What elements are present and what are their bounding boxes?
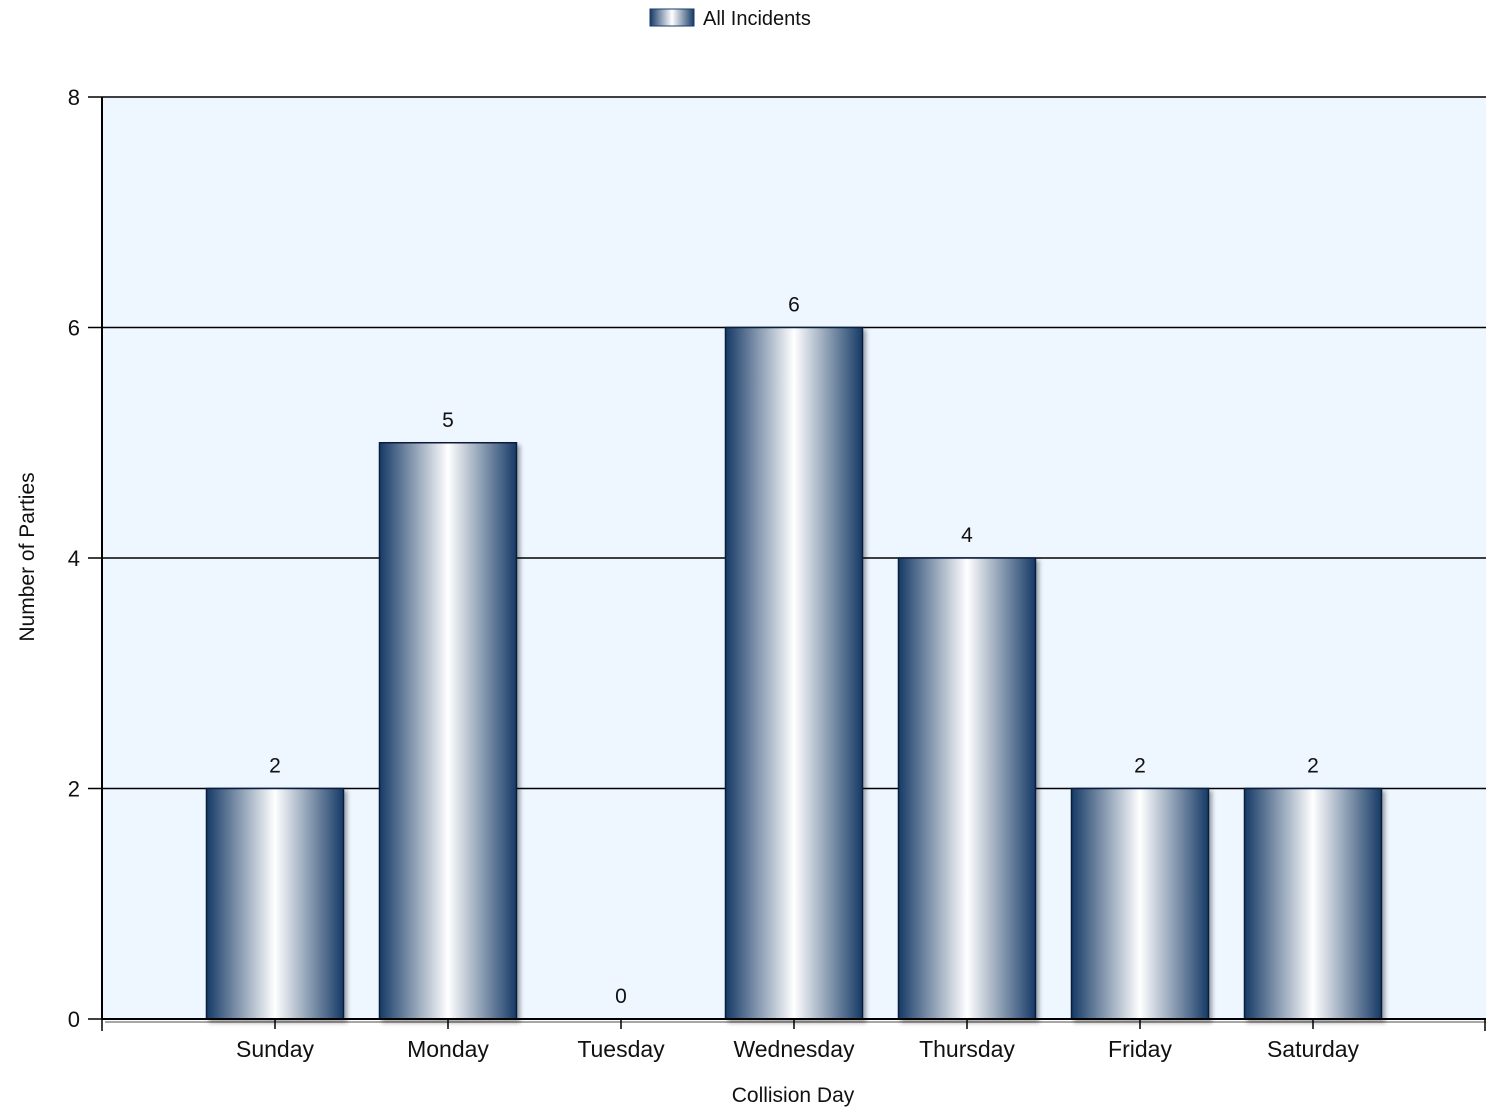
legend-label: All Incidents xyxy=(703,8,811,30)
bar xyxy=(378,442,518,1020)
x-tick-label: Sunday xyxy=(236,1036,315,1062)
bar xyxy=(724,326,864,1020)
x-tick-label: Friday xyxy=(1108,1036,1172,1062)
x-tick-label: Thursday xyxy=(919,1036,1015,1062)
bars xyxy=(205,326,1383,1020)
data-label: 0 xyxy=(615,985,627,1008)
legend: All Incidents xyxy=(649,8,811,30)
y-tick-label: 8 xyxy=(68,85,80,110)
bar xyxy=(1070,787,1210,1020)
y-tick-label: 2 xyxy=(68,777,80,802)
y-axis-title: Number of Parties xyxy=(16,472,39,641)
x-tick-label: Saturday xyxy=(1267,1036,1360,1062)
data-label: 4 xyxy=(961,524,973,547)
y-tick-label: 4 xyxy=(68,546,80,571)
y-tick-label: 0 xyxy=(68,1007,80,1032)
x-tick-label: Tuesday xyxy=(577,1036,665,1062)
data-label: 2 xyxy=(1307,755,1319,778)
bar xyxy=(205,787,345,1020)
data-label: 2 xyxy=(1134,755,1146,778)
y-tick-label: 6 xyxy=(68,316,80,341)
labels: 0 2 4 6 8 2 Sunday 5 Monday 0 Tuesday 6 Wednesday 4 Th… xyxy=(68,85,1360,1062)
x-axis-title: Collision Day xyxy=(732,1084,855,1107)
legend-swatch xyxy=(649,8,695,27)
bar xyxy=(897,557,1037,1020)
x-tick-label: Wednesday xyxy=(733,1036,855,1062)
axes xyxy=(88,96,1486,1031)
data-label: 2 xyxy=(269,755,281,778)
x-tick-label: Monday xyxy=(407,1036,489,1062)
data-label: 5 xyxy=(442,409,454,432)
bar xyxy=(1243,787,1383,1020)
data-label: 6 xyxy=(788,294,800,317)
